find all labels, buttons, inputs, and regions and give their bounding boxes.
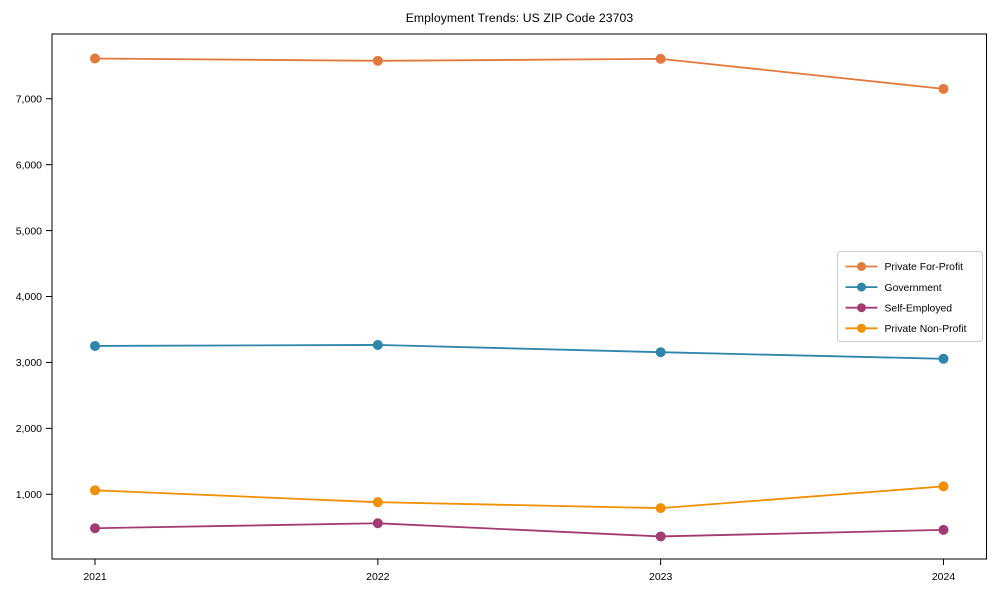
legend-label: Self-Employed bbox=[885, 303, 953, 314]
data-point-marker bbox=[90, 523, 100, 534]
series-private-for-profit bbox=[90, 53, 949, 94]
x-axis: 2021 2022 2023 2024 bbox=[83, 559, 955, 583]
data-point-marker bbox=[372, 55, 383, 66]
data-point-marker bbox=[938, 353, 949, 364]
series-government bbox=[90, 339, 949, 364]
y-tick-label: 5,000 bbox=[16, 225, 42, 237]
y-tick-label: 4,000 bbox=[16, 291, 42, 303]
x-tick-label: 2021 bbox=[83, 571, 107, 583]
series-self-employed bbox=[90, 518, 949, 542]
y-tick-label: 2,000 bbox=[16, 423, 42, 435]
legend-marker bbox=[857, 323, 866, 333]
legend-marker bbox=[857, 303, 866, 313]
data-point-marker bbox=[938, 481, 949, 492]
legend-label: Government bbox=[885, 283, 942, 294]
y-tick-label: 3,000 bbox=[16, 357, 42, 369]
legend-entry: Self-Employed bbox=[845, 303, 953, 314]
data-point-marker bbox=[938, 524, 949, 535]
data-point-marker bbox=[372, 497, 383, 508]
series-line bbox=[94, 344, 944, 360]
data-point-marker bbox=[90, 485, 100, 496]
chart-title: Employment Trends: US ZIP Code 23703 bbox=[405, 11, 634, 25]
y-tick-label: 7,000 bbox=[16, 93, 42, 105]
x-tick-label: 2023 bbox=[649, 571, 673, 583]
data-point-marker bbox=[372, 518, 383, 529]
y-tick-label: 1,000 bbox=[16, 489, 42, 501]
y-tick-label: 6,000 bbox=[16, 159, 42, 171]
legend: Private For-Profit Government Self-Employe… bbox=[837, 251, 983, 342]
legend-entry: Private Non-Profit bbox=[845, 323, 967, 335]
legend-marker bbox=[857, 262, 866, 271]
data-point-marker bbox=[655, 53, 666, 64]
data-point-marker bbox=[372, 339, 383, 350]
data-point-marker bbox=[90, 340, 100, 351]
series-line bbox=[94, 522, 944, 538]
data-point-marker bbox=[90, 53, 100, 64]
legend-label: Private Non-Profit bbox=[885, 324, 967, 335]
legend-box bbox=[837, 251, 983, 342]
y-axis: 1,000 2,000 3,000 4,000 5,000 6,000 7,000 bbox=[16, 93, 52, 501]
x-tick-label: 2024 bbox=[932, 571, 956, 583]
data-point-marker bbox=[655, 347, 666, 358]
data-point-marker bbox=[655, 531, 666, 542]
legend-marker bbox=[857, 282, 866, 292]
data-point-marker bbox=[938, 83, 949, 94]
series-line bbox=[94, 485, 944, 510]
legend-entry: Private For-Profit bbox=[845, 262, 964, 273]
legend-entry: Government bbox=[845, 282, 942, 294]
x-tick-label: 2022 bbox=[366, 571, 390, 583]
series-line bbox=[94, 57, 944, 90]
data-point-marker bbox=[655, 503, 666, 514]
series-private-non-profit bbox=[90, 481, 949, 514]
legend-label: Private For-Profit bbox=[885, 262, 964, 273]
